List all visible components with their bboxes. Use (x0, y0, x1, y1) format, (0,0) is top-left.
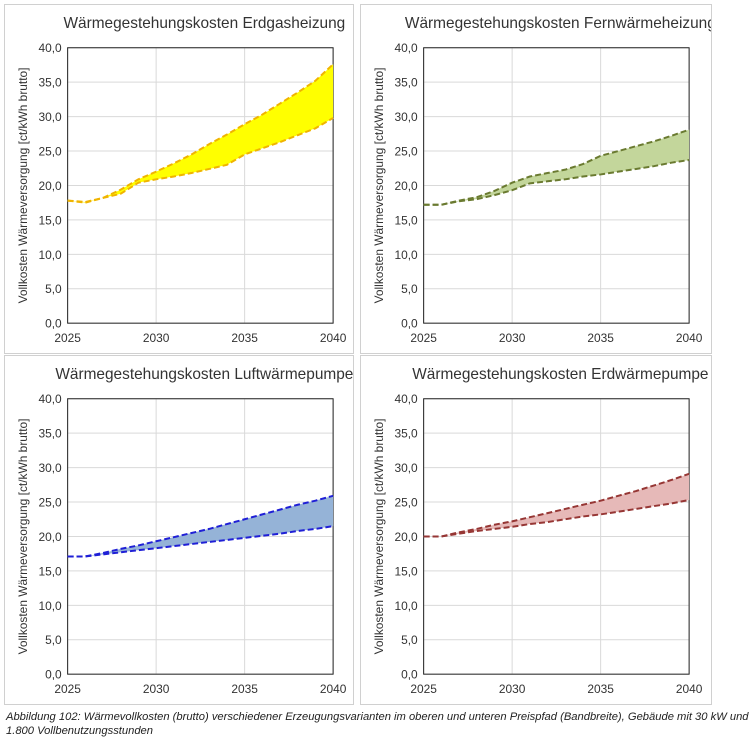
y-tick-label: 30,0 (38, 461, 62, 475)
y-tick-label: 10,0 (394, 248, 418, 262)
series-line-upper (67, 63, 334, 203)
y-axis-label: Vollkosten Wärmeversorgung [ct/kWh brutt… (372, 68, 386, 304)
y-axis-label: Vollkosten Wärmeversorgung [ct/kWh brutt… (16, 419, 30, 655)
plot-frame (67, 398, 334, 675)
x-tick-label: 2030 (143, 331, 170, 345)
chart-panel-erdwaermepumpe: Wärmegestehungskosten Erdwärmepumpe 0,0 5,… (360, 355, 712, 705)
y-tick-label: 40,0 (38, 41, 62, 55)
y-tick-label: 25,0 (38, 496, 62, 510)
series-line-lower (67, 117, 334, 204)
y-tick-label: 40,0 (394, 41, 418, 55)
band-area (423, 473, 690, 537)
x-tick-label: 2040 (320, 682, 347, 696)
y-tick-label: 0,0 (401, 668, 418, 682)
plot-frame (67, 47, 334, 324)
y-tick-label: 5,0 (45, 633, 62, 647)
chart-svg: Wärmegestehungskosten Luftwärmepumpe 0,0 5… (16, 366, 353, 696)
band-area (67, 64, 334, 203)
series-line-upper (423, 128, 690, 206)
x-tick-label: 2025 (54, 331, 81, 345)
y-tick-label: 30,0 (394, 461, 418, 475)
x-tick-label: 2035 (587, 682, 614, 696)
y-tick-label: 0,0 (45, 317, 62, 331)
x-tick-label: 2025 (54, 682, 81, 696)
x-tick-label: 2025 (410, 682, 437, 696)
y-tick-label: 15,0 (394, 564, 418, 578)
chart-title: Wärmegestehungskosten Erdgasheizung (63, 15, 345, 32)
x-tick-label: 2035 (587, 331, 614, 345)
y-tick-label: 35,0 (38, 427, 62, 441)
x-tick-label: 2030 (143, 682, 170, 696)
chart-title: Wärmegestehungskosten Fernwärmeheizung (405, 15, 711, 32)
chart-svg: Wärmegestehungskosten Erdwärmepumpe 0,0 5,… (372, 366, 709, 696)
x-tick-label: 2040 (676, 682, 703, 696)
y-tick-label: 40,0 (38, 392, 62, 406)
y-axis-label: Vollkosten Wärmeversorgung [ct/kWh brutt… (372, 419, 386, 655)
y-tick-label: 30,0 (394, 110, 418, 124)
y-tick-label: 5,0 (401, 282, 418, 296)
figure-caption: Abbildung 102: Wärmevollkosten (brutto) … (6, 711, 749, 737)
y-tick-label: 25,0 (394, 145, 418, 159)
series-line-upper (423, 472, 690, 538)
y-tick-label: 0,0 (401, 317, 418, 331)
y-tick-label: 25,0 (394, 496, 418, 510)
y-tick-label: 10,0 (38, 248, 62, 262)
band-area (67, 495, 334, 557)
x-tick-label: 2025 (410, 331, 437, 345)
chart-title: Wärmegestehungskosten Luftwärmepumpe (55, 366, 353, 383)
y-tick-label: 35,0 (38, 76, 62, 90)
y-tick-label: 0,0 (45, 668, 62, 682)
y-tick-label: 10,0 (394, 599, 418, 613)
y-tick-label: 15,0 (38, 213, 62, 227)
x-tick-label: 2030 (499, 331, 526, 345)
y-tick-label: 25,0 (38, 145, 62, 159)
chart-panel-luftwaermepumpe: Wärmegestehungskosten Luftwärmepumpe 0,0 5… (4, 355, 354, 705)
y-tick-label: 15,0 (38, 564, 62, 578)
band-area (423, 129, 690, 205)
x-tick-label: 2040 (676, 331, 703, 345)
series-line-upper (67, 494, 334, 558)
y-tick-label: 30,0 (38, 110, 62, 124)
chart-svg: Wärmegestehungskosten Fernwärmeheizung 0,… (372, 15, 711, 345)
y-tick-label: 5,0 (45, 282, 62, 296)
y-tick-label: 35,0 (394, 76, 418, 90)
x-tick-label: 2035 (231, 682, 258, 696)
y-tick-label: 20,0 (38, 530, 62, 544)
series-line-lower (423, 159, 690, 206)
chart-svg: Wärmegestehungskosten Erdgasheizung 0,0 5,… (16, 15, 347, 345)
chart-panel-fernwaermeheizung: Wärmegestehungskosten Fernwärmeheizung 0,… (360, 4, 712, 354)
x-tick-label: 2035 (231, 331, 258, 345)
y-tick-label: 40,0 (394, 392, 418, 406)
x-tick-label: 2030 (499, 682, 526, 696)
plot-frame (423, 47, 690, 324)
y-axis-label: Vollkosten Wärmeversorgung [ct/kWh brutt… (16, 68, 30, 304)
y-tick-label: 20,0 (38, 179, 62, 193)
y-tick-label: 15,0 (394, 213, 418, 227)
y-tick-label: 5,0 (401, 633, 418, 647)
chart-panel-erdgasheizung: Wärmegestehungskosten Erdgasheizung 0,0 5,… (4, 4, 354, 354)
y-tick-label: 35,0 (394, 427, 418, 441)
chart-title: Wärmegestehungskosten Erdwärmepumpe (412, 366, 708, 383)
y-tick-label: 20,0 (394, 179, 418, 193)
y-tick-label: 10,0 (38, 599, 62, 613)
y-tick-label: 20,0 (394, 530, 418, 544)
x-tick-label: 2040 (320, 331, 347, 345)
